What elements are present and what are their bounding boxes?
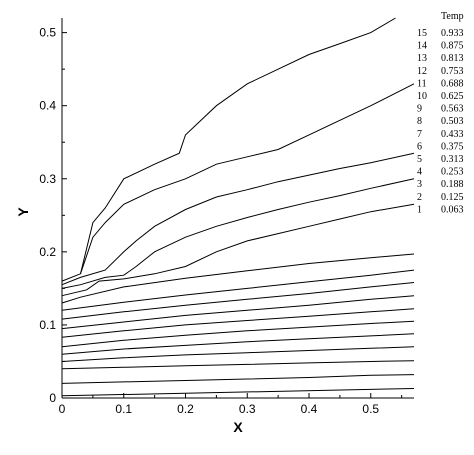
contour-line-1 bbox=[61, 388, 415, 397]
x-ticks: 0 0.1 0.2 0.3 0.4 0.5 bbox=[59, 393, 403, 416]
y-tick-label: 0.5 bbox=[39, 26, 56, 40]
legend-value: 0.313 bbox=[441, 154, 464, 165]
y-tick-label: 0.1 bbox=[39, 318, 56, 332]
contour-lines bbox=[61, 17, 415, 397]
legend-level: 7 bbox=[417, 129, 422, 140]
contour-line-4 bbox=[61, 346, 415, 362]
legend-value: 0.253 bbox=[441, 167, 464, 178]
y-ticks: 0 0.1 0.2 0.3 0.4 0.5 bbox=[39, 26, 67, 405]
x-tick-label: 0.4 bbox=[301, 402, 318, 416]
legend-value: 0.625 bbox=[441, 91, 464, 102]
x-tick-label: 0 bbox=[59, 402, 66, 416]
x-axis-title: X bbox=[233, 419, 243, 435]
contour-line-13 bbox=[61, 178, 415, 289]
y-tick-label: 0.2 bbox=[39, 245, 56, 259]
legend-level: 13 bbox=[417, 53, 427, 64]
legend-value: 0.813 bbox=[441, 53, 464, 64]
contour-line-3 bbox=[61, 360, 415, 370]
contour-line-7 bbox=[61, 308, 415, 338]
contour-line-2 bbox=[61, 374, 415, 384]
legend-level: 14 bbox=[417, 41, 427, 52]
contour-line-9 bbox=[61, 282, 415, 320]
legend-level: 6 bbox=[417, 141, 422, 152]
legend-value: 0.433 bbox=[441, 129, 464, 140]
x-tick-label: 0.3 bbox=[239, 402, 256, 416]
contour-line-15 bbox=[61, 83, 415, 282]
legend-level: 3 bbox=[417, 179, 422, 190]
legend-value: 0.188 bbox=[441, 179, 464, 190]
contour-line-8 bbox=[61, 295, 415, 330]
legend-value: 0.375 bbox=[441, 141, 464, 152]
legend-level: 2 bbox=[417, 192, 422, 203]
contour-line-10 bbox=[61, 269, 415, 311]
legend-value: 0.688 bbox=[441, 78, 464, 89]
legend-level: 15 bbox=[417, 28, 427, 39]
legend-value: 0.563 bbox=[441, 104, 464, 115]
y-tick-label: 0 bbox=[49, 391, 56, 405]
legend-level: 4 bbox=[417, 167, 422, 178]
contour-line-11 bbox=[61, 253, 415, 304]
x-tick-label: 0.2 bbox=[177, 402, 194, 416]
contour-line-5 bbox=[61, 333, 415, 355]
legend-level: 8 bbox=[417, 116, 422, 127]
legend-level: 5 bbox=[417, 154, 422, 165]
legend-value: 0.503 bbox=[441, 116, 464, 127]
contour-line-16 bbox=[80, 17, 396, 274]
legend-value: 0.875 bbox=[441, 41, 464, 52]
legend-level: 12 bbox=[417, 66, 427, 77]
legend-level: 11 bbox=[417, 78, 427, 89]
legend-level: 1 bbox=[417, 204, 422, 215]
legend-level: 10 bbox=[417, 91, 427, 102]
legend-value: 0.753 bbox=[441, 66, 464, 77]
x-tick-label: 0.5 bbox=[362, 402, 379, 416]
legend-value: 0.933 bbox=[441, 28, 464, 39]
x-tick-label: 0.1 bbox=[115, 402, 132, 416]
y-axis-title: Y bbox=[15, 207, 31, 217]
y-tick-label: 0.3 bbox=[39, 172, 56, 186]
legend-title: Temp bbox=[441, 11, 464, 22]
legend-value: 0.063 bbox=[441, 204, 464, 215]
contour-line-14 bbox=[61, 152, 415, 286]
contour-line-12 bbox=[61, 203, 415, 297]
contour-line-6 bbox=[61, 320, 415, 348]
legend-level: 9 bbox=[417, 104, 422, 115]
y-tick-label: 0.4 bbox=[39, 99, 56, 113]
legend-value: 0.125 bbox=[441, 192, 464, 203]
